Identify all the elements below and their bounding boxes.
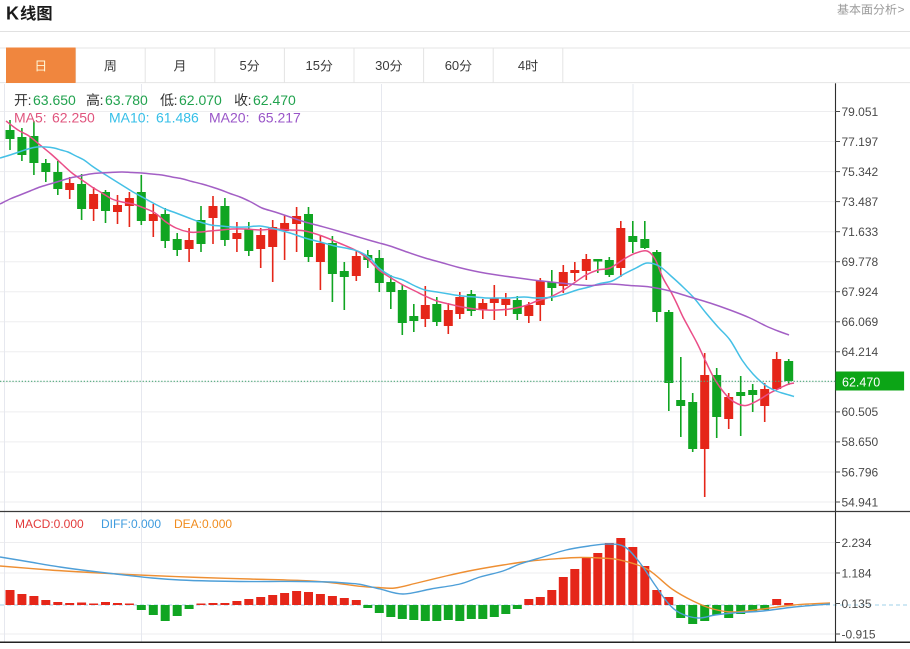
svg-text:>: >	[898, 3, 905, 17]
svg-text:MA20:: MA20:	[209, 110, 249, 126]
svg-text:60: 60	[445, 58, 459, 73]
svg-text:65.217: 65.217	[258, 110, 301, 126]
svg-text:67.924: 67.924	[842, 285, 879, 299]
svg-text:K: K	[6, 4, 19, 24]
svg-text:DIFF:0.000: DIFF:0.000	[101, 517, 161, 531]
svg-text:-0.915: -0.915	[842, 627, 876, 641]
svg-text:54.941: 54.941	[842, 495, 879, 509]
svg-text::: :	[100, 92, 104, 108]
svg-text:62.250: 62.250	[52, 110, 95, 126]
svg-text:79.051: 79.051	[842, 105, 879, 119]
svg-text:69.778: 69.778	[842, 255, 879, 269]
svg-text:64.214: 64.214	[842, 345, 879, 359]
svg-text:DEA:0.000: DEA:0.000	[174, 517, 232, 531]
svg-text:62.070: 62.070	[179, 92, 222, 108]
svg-text::: :	[28, 92, 32, 108]
svg-text:MA5:: MA5:	[14, 110, 47, 126]
svg-text:15: 15	[306, 58, 320, 73]
svg-text:63.650: 63.650	[33, 92, 76, 108]
svg-text:62.470: 62.470	[842, 375, 880, 389]
svg-text:4: 4	[518, 58, 525, 73]
svg-text:77.197: 77.197	[842, 135, 879, 149]
svg-text:58.650: 58.650	[842, 435, 879, 449]
svg-text:1.184: 1.184	[842, 566, 872, 580]
svg-text:73.487: 73.487	[842, 195, 879, 209]
svg-text:2.234: 2.234	[842, 536, 872, 550]
svg-text:30: 30	[375, 58, 389, 73]
svg-text:61.486: 61.486	[156, 110, 199, 126]
svg-text:56.796: 56.796	[842, 465, 879, 479]
svg-text:71.633: 71.633	[842, 225, 879, 239]
svg-text:MACD:0.000: MACD:0.000	[15, 517, 84, 531]
svg-text:75.342: 75.342	[842, 165, 879, 179]
svg-text:MA10:: MA10:	[109, 110, 149, 126]
svg-text:60.505: 60.505	[842, 405, 879, 419]
svg-text:0.135: 0.135	[842, 597, 872, 611]
svg-text:5: 5	[240, 58, 247, 73]
svg-text:63.780: 63.780	[105, 92, 148, 108]
svg-text::: :	[174, 92, 178, 108]
svg-text:62.470: 62.470	[253, 92, 296, 108]
svg-text::: :	[248, 92, 252, 108]
svg-text:66.069: 66.069	[842, 315, 879, 329]
